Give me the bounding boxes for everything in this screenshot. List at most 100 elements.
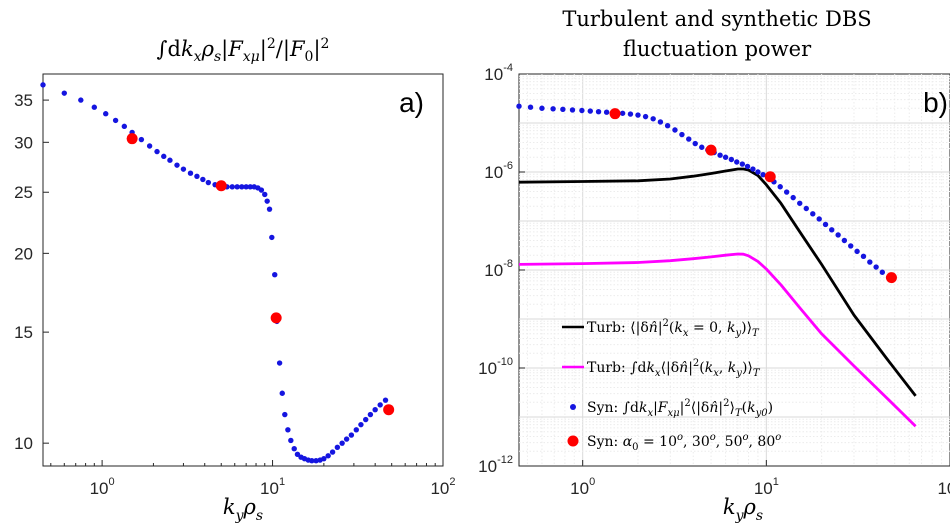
- panel-b-grid: [519, 74, 950, 466]
- panel-b-point: [728, 156, 735, 163]
- panel-b-point: [755, 169, 761, 175]
- panel-b-point: [867, 259, 873, 265]
- panel-b-point: [879, 269, 886, 275]
- panel-b-ticks: 100 101 102 10-12 10-10 10-8 10-6 10-4: [478, 62, 950, 498]
- panel-a-point: [291, 445, 297, 452]
- panel-a-point: [377, 402, 383, 408]
- panel-b-point: [699, 144, 705, 150]
- legend-label-turb-int: Turb: ∫dkx⟨|δn̂|2(kx, ky)⟩T: [587, 358, 761, 379]
- panel-b-ytick-label: 10-10: [478, 356, 513, 378]
- panel-a-ytick-label: 35: [14, 91, 33, 110]
- panel-a-point: [229, 184, 235, 190]
- panel-a-axes-box: [42, 73, 444, 467]
- panel-a-point: [382, 397, 389, 403]
- panel-a-point: [146, 143, 153, 149]
- panel-a-title: ∫dkxρs|Fxμ|2/|F0|2: [157, 36, 330, 65]
- panel-a-point: [353, 427, 360, 433]
- panel-b-point: [650, 116, 656, 122]
- panel-a-point: [258, 187, 265, 193]
- panel-b-point: [657, 119, 664, 125]
- panel-a-point: [161, 153, 167, 160]
- panel-a-point: [269, 234, 275, 241]
- panel-a-highlight-point: [270, 312, 282, 324]
- panel-b-point: [686, 136, 692, 142]
- panel-b-point: [603, 109, 610, 115]
- panel-b-point: [739, 161, 746, 167]
- panel-a: ∫dkxρs|Fxμ|2/|F0|2 100 101 102 10 15 20 25 30 35…: [14, 36, 455, 524]
- panel-b-point: [569, 107, 576, 113]
- panel-a-point: [279, 390, 285, 396]
- panel-b-point: [516, 103, 522, 109]
- panel-b-xtick-label: 101: [754, 476, 779, 498]
- panel-a-point: [40, 82, 46, 88]
- panel-a-point: [180, 166, 187, 172]
- panel-b-xtick-label: 102: [937, 476, 950, 498]
- panel-a-point: [243, 184, 249, 190]
- panel-a-point: [325, 453, 331, 459]
- panel-b-point: [790, 194, 796, 201]
- panel-a-point: [372, 406, 378, 413]
- panel-b-ytick-label: 10-8: [484, 258, 513, 280]
- panel-b-highlight-point: [705, 144, 717, 156]
- panel-a-point: [348, 432, 355, 438]
- panel-b-title-line1: Turbulent and synthetic DBS: [562, 7, 871, 31]
- panel-a-ytick-label: 25: [14, 183, 33, 202]
- panel-a-point: [239, 184, 245, 190]
- panel-a-point: [121, 123, 128, 130]
- panel-b-point: [783, 189, 790, 195]
- panel-a-point: [288, 437, 294, 444]
- panel-a-highlight-point: [383, 404, 395, 416]
- panel-b-series-line-0: [518, 167, 917, 397]
- panel-a-data: [40, 82, 395, 464]
- panel-b-point: [635, 112, 641, 118]
- panel-a-point: [103, 111, 109, 117]
- panel-a-point: [200, 176, 206, 183]
- panel-b-ytick-label: 10-4: [484, 62, 513, 84]
- panel-b-ytick-label: 10-12: [478, 454, 513, 476]
- panel-b-point: [692, 140, 698, 147]
- panel-b-point: [803, 205, 809, 212]
- panel-a-point: [187, 170, 194, 176]
- panel-b-point: [822, 221, 829, 228]
- panel-a-xtick-label: 102: [430, 476, 455, 498]
- panel-b-title-line2: fluctuation power: [623, 37, 812, 61]
- panel-b-point: [642, 113, 649, 120]
- panel-a-point: [285, 427, 291, 433]
- panel-b-point: [816, 216, 822, 222]
- panel-a-ytick-label: 20: [14, 244, 33, 263]
- panel-b-xtick-label: 100: [570, 476, 595, 498]
- panel-b-point: [841, 237, 848, 244]
- panel-b-point: [873, 264, 879, 270]
- panel-b-point: [750, 166, 756, 172]
- panel-b-point: [854, 248, 860, 255]
- panel-a-point: [282, 411, 288, 418]
- panel-a-point: [91, 104, 98, 110]
- panel-a-point: [174, 162, 180, 168]
- panel-a-ytick-label: 30: [14, 133, 33, 152]
- panel-b-point: [760, 172, 766, 178]
- panel-b-point: [829, 227, 835, 233]
- panel-a-point: [154, 148, 160, 155]
- panel-a-point: [321, 455, 327, 462]
- panel-a-point: [247, 184, 253, 190]
- panel-a-label: a): [399, 87, 424, 118]
- panel-a-ticks: 100 101 102 10 15 20 25 30 35: [14, 91, 455, 498]
- panel-b-point: [560, 106, 566, 113]
- panel-a-point: [343, 436, 350, 442]
- panel-a-highlight-point: [126, 133, 138, 145]
- panel-a-point: [276, 360, 283, 366]
- panel-b: Turbulent and synthetic DBS fluctuation …: [478, 7, 950, 524]
- panel-a-point: [234, 184, 240, 190]
- panel-a-point: [138, 136, 145, 143]
- panel-b-ytick-label: 10-6: [484, 160, 513, 182]
- panel-b-label: b): [923, 87, 948, 118]
- panel-a-highlight-point: [215, 180, 227, 192]
- panel-b-point: [579, 107, 585, 114]
- panel-a-point: [262, 191, 268, 198]
- panel-b-xlabel: kyρs: [723, 495, 763, 524]
- panel-b-point: [860, 253, 867, 260]
- panel-a-point: [329, 449, 336, 455]
- legend-label-syn: Syn: ∫dkx|Fxμ|2⟨|δn̂|2⟩T(ky0): [587, 398, 773, 419]
- panel-a-point: [61, 90, 67, 96]
- panel-a-point: [309, 457, 315, 464]
